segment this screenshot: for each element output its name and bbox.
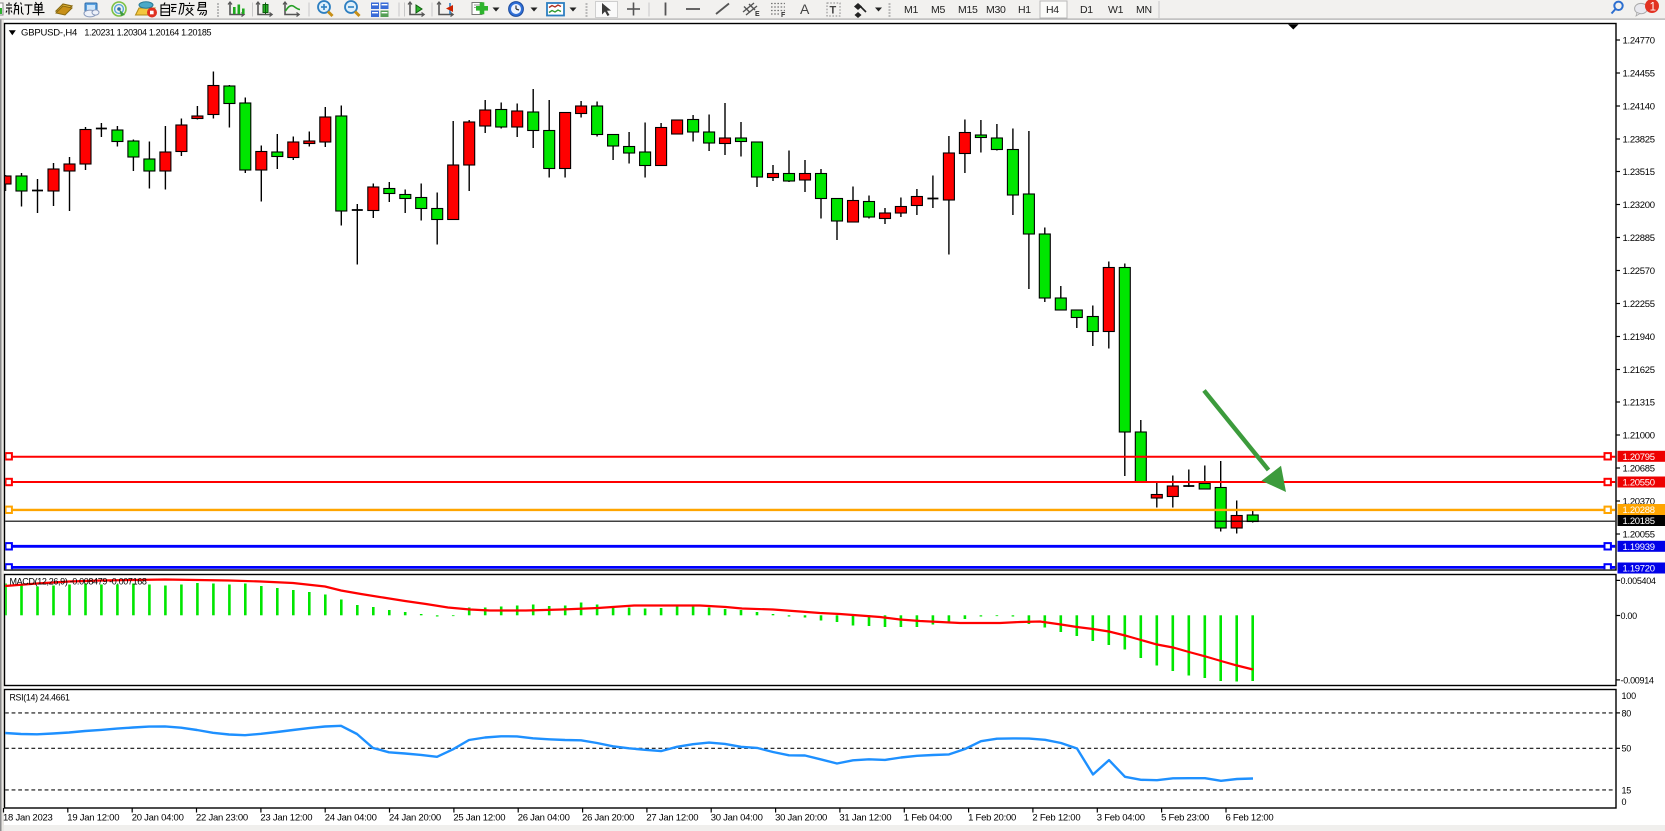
svg-text:E: E — [755, 11, 760, 18]
svg-text:0.00: 0.00 — [1621, 611, 1638, 621]
svg-text:100: 100 — [1622, 691, 1637, 701]
svg-text:1.20185: 1.20185 — [1623, 516, 1655, 527]
svg-text:22 Jan 23:00: 22 Jan 23:00 — [196, 813, 248, 824]
svg-text:1.21940: 1.21940 — [1623, 332, 1655, 343]
svg-text:20 Jan 04:00: 20 Jan 04:00 — [132, 813, 184, 824]
svg-text:1.21315: 1.21315 — [1623, 397, 1655, 408]
svg-text:0: 0 — [1622, 797, 1627, 807]
svg-text:23 Jan 12:00: 23 Jan 12:00 — [260, 813, 312, 824]
svg-text:F: F — [781, 12, 786, 19]
svg-text:M30: M30 — [986, 4, 1006, 16]
svg-text:1.20795: 1.20795 — [1623, 452, 1655, 463]
svg-text:31 Jan 12:00: 31 Jan 12:00 — [839, 813, 891, 824]
svg-text:1 Feb 04:00: 1 Feb 04:00 — [904, 813, 952, 824]
svg-text:24 Jan 04:00: 24 Jan 04:00 — [325, 813, 377, 824]
svg-text:1.20288: 1.20288 — [1623, 505, 1655, 516]
svg-text:1.20685: 1.20685 — [1623, 463, 1655, 474]
svg-text:T: T — [830, 5, 837, 17]
svg-text:-0.00914: -0.00914 — [1621, 675, 1654, 685]
svg-text:30 Jan 04:00: 30 Jan 04:00 — [711, 813, 763, 824]
svg-text:M5: M5 — [931, 4, 945, 16]
svg-text:H4: H4 — [1046, 4, 1059, 16]
svg-text:H1: H1 — [1018, 4, 1031, 16]
svg-text:M15: M15 — [958, 4, 978, 16]
svg-text:1.24140: 1.24140 — [1623, 101, 1655, 112]
svg-text:50: 50 — [1622, 744, 1632, 754]
svg-text:1.24770: 1.24770 — [1623, 35, 1655, 46]
svg-text:1.19939: 1.19939 — [1623, 542, 1655, 553]
svg-text:1.20231 1.20304 1.20164 1.2018: 1.20231 1.20304 1.20164 1.20185 — [84, 28, 211, 38]
svg-text:1 Feb 20:00: 1 Feb 20:00 — [968, 813, 1016, 824]
svg-text:1.24455: 1.24455 — [1623, 68, 1655, 79]
svg-text:1.20370: 1.20370 — [1623, 496, 1655, 507]
svg-text:1: 1 — [1650, 1, 1656, 13]
svg-text:D1: D1 — [1080, 4, 1093, 16]
svg-text:W1: W1 — [1108, 4, 1124, 16]
svg-text:GBPUSD-,H4: GBPUSD-,H4 — [21, 28, 77, 39]
svg-text:30 Jan 20:00: 30 Jan 20:00 — [775, 813, 827, 824]
svg-text:1.23200: 1.23200 — [1623, 200, 1655, 211]
svg-text:80: 80 — [1622, 708, 1632, 718]
svg-text:0.005404: 0.005404 — [1621, 576, 1656, 586]
svg-text:26 Jan 04:00: 26 Jan 04:00 — [518, 813, 570, 824]
svg-text:1.21000: 1.21000 — [1623, 430, 1655, 441]
svg-text:2 Feb 12:00: 2 Feb 12:00 — [1032, 813, 1080, 824]
svg-text:5 Feb 23:00: 5 Feb 23:00 — [1161, 813, 1209, 824]
svg-text:25 Jan 12:00: 25 Jan 12:00 — [453, 813, 505, 824]
svg-text:1.20055: 1.20055 — [1623, 529, 1655, 540]
svg-text:6 Feb 12:00: 6 Feb 12:00 — [1226, 813, 1274, 824]
svg-text:1.20550: 1.20550 — [1623, 478, 1655, 489]
svg-text:1.19720: 1.19720 — [1623, 564, 1655, 575]
svg-text:26 Jan 20:00: 26 Jan 20:00 — [582, 813, 634, 824]
svg-text:3 Feb 04:00: 3 Feb 04:00 — [1097, 813, 1145, 824]
svg-text:MN: MN — [1136, 4, 1152, 16]
svg-text:1.23515: 1.23515 — [1623, 167, 1655, 178]
svg-text:M1: M1 — [904, 4, 918, 16]
svg-text:19 Jan 12:00: 19 Jan 12:00 — [67, 813, 119, 824]
svg-text:24 Jan 20:00: 24 Jan 20:00 — [389, 813, 441, 824]
svg-text:MACD(12,26,9) -0.008479 -0.007: MACD(12,26,9) -0.008479 -0.007168 — [10, 577, 147, 587]
svg-text:1.23825: 1.23825 — [1623, 134, 1655, 145]
svg-text:A: A — [800, 1, 810, 17]
svg-text:1.22255: 1.22255 — [1623, 299, 1655, 310]
svg-text:RSI(14) 24.4661: RSI(14) 24.4661 — [10, 693, 70, 703]
svg-text:1.22570: 1.22570 — [1623, 266, 1655, 277]
svg-text:1.21625: 1.21625 — [1623, 365, 1655, 376]
svg-text:15: 15 — [1622, 785, 1632, 795]
svg-text:1.22885: 1.22885 — [1623, 233, 1655, 244]
svg-text:27 Jan 12:00: 27 Jan 12:00 — [646, 813, 698, 824]
svg-text:18 Jan 2023: 18 Jan 2023 — [3, 813, 53, 824]
